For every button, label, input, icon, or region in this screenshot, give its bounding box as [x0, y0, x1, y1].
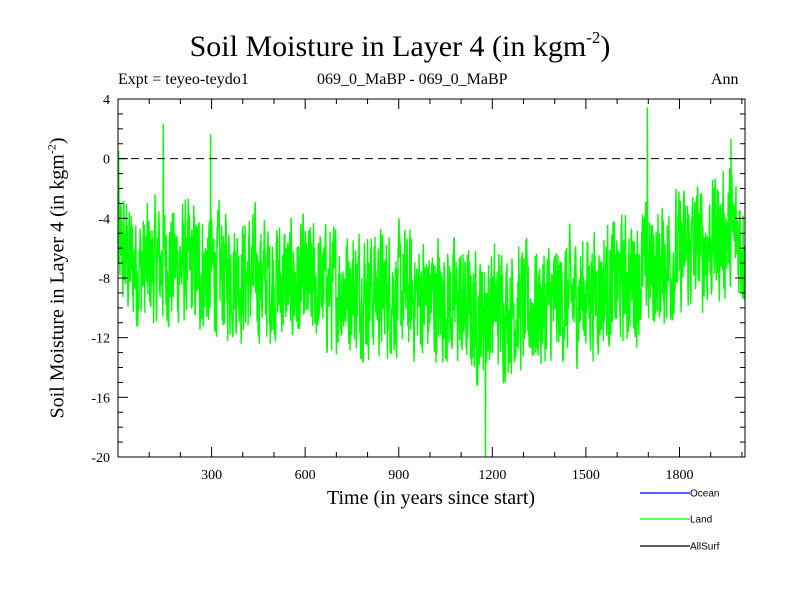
y-tick-label: 0 [103, 153, 110, 168]
x-axis-label: Time (in years since start) [326, 487, 536, 509]
land-series-line [117, 107, 746, 458]
y-tick-label: 4 [103, 93, 110, 108]
comparison-label: 069_0_MaBP - 069_0_MaBP [317, 71, 508, 88]
x-tick-label: 1200 [478, 468, 506, 483]
y-tick-label: -4 [98, 212, 110, 227]
y-tick-label: -8 [98, 272, 110, 287]
x-tick-label: 900 [388, 468, 409, 483]
y-tick-label: -16 [91, 391, 110, 406]
y-tick-label: -12 [91, 332, 110, 347]
period-label: Ann [711, 71, 739, 88]
legend-label-ocean: Ocean [690, 489, 719, 500]
chart-title: Soil Moisture in Layer 4 (in kgm-2) [189, 28, 611, 63]
legend-label-land: Land [690, 515, 712, 526]
x-tick-label: 1800 [665, 468, 693, 483]
x-tick-label: 600 [295, 468, 316, 483]
legend-label-allsurf: AllSurf [690, 542, 720, 553]
x-tick-label: 1500 [572, 468, 600, 483]
y-tick-label: -20 [91, 451, 110, 466]
experiment-label: Expt = teyeo-teydo1 [118, 71, 249, 88]
x-tick-label: 300 [201, 468, 222, 483]
